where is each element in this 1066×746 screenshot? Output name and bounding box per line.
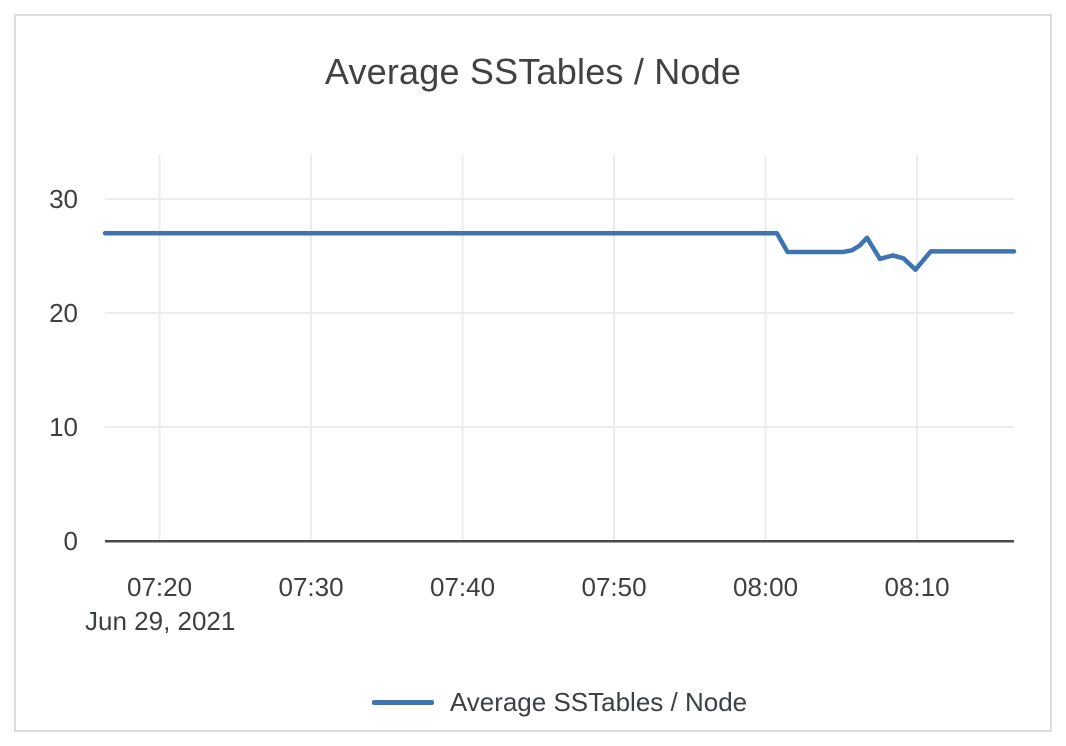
y-axis-tick-label: 10	[49, 412, 78, 442]
x-axis-date-label: Jun 29, 2021	[85, 606, 236, 636]
legend: Average SSTables / Node	[105, 686, 1014, 718]
chart-panel	[14, 14, 1052, 732]
x-axis-tick-label: 07:30	[278, 572, 344, 602]
y-axis-tick-label: 30	[49, 184, 78, 214]
chart-title: Average SSTables / Node	[324, 51, 742, 92]
legend-label: Average SSTables / Node	[449, 687, 748, 717]
x-axis-tick-label: 07:20	[126, 572, 193, 602]
legend-line-swatch	[371, 699, 434, 705]
x-axis-tick-label: 07:50	[581, 572, 647, 602]
y-axis-tick-label: 20	[49, 298, 78, 328]
x-axis-tick-label: 07:40	[429, 572, 496, 602]
y-axis-tick-label: 0	[63, 526, 78, 556]
legend-item[interactable]: Average SSTables / Node	[371, 686, 748, 718]
x-axis-tick-label: 08:00	[732, 572, 799, 602]
x-axis-tick-label: 08:10	[884, 572, 950, 602]
